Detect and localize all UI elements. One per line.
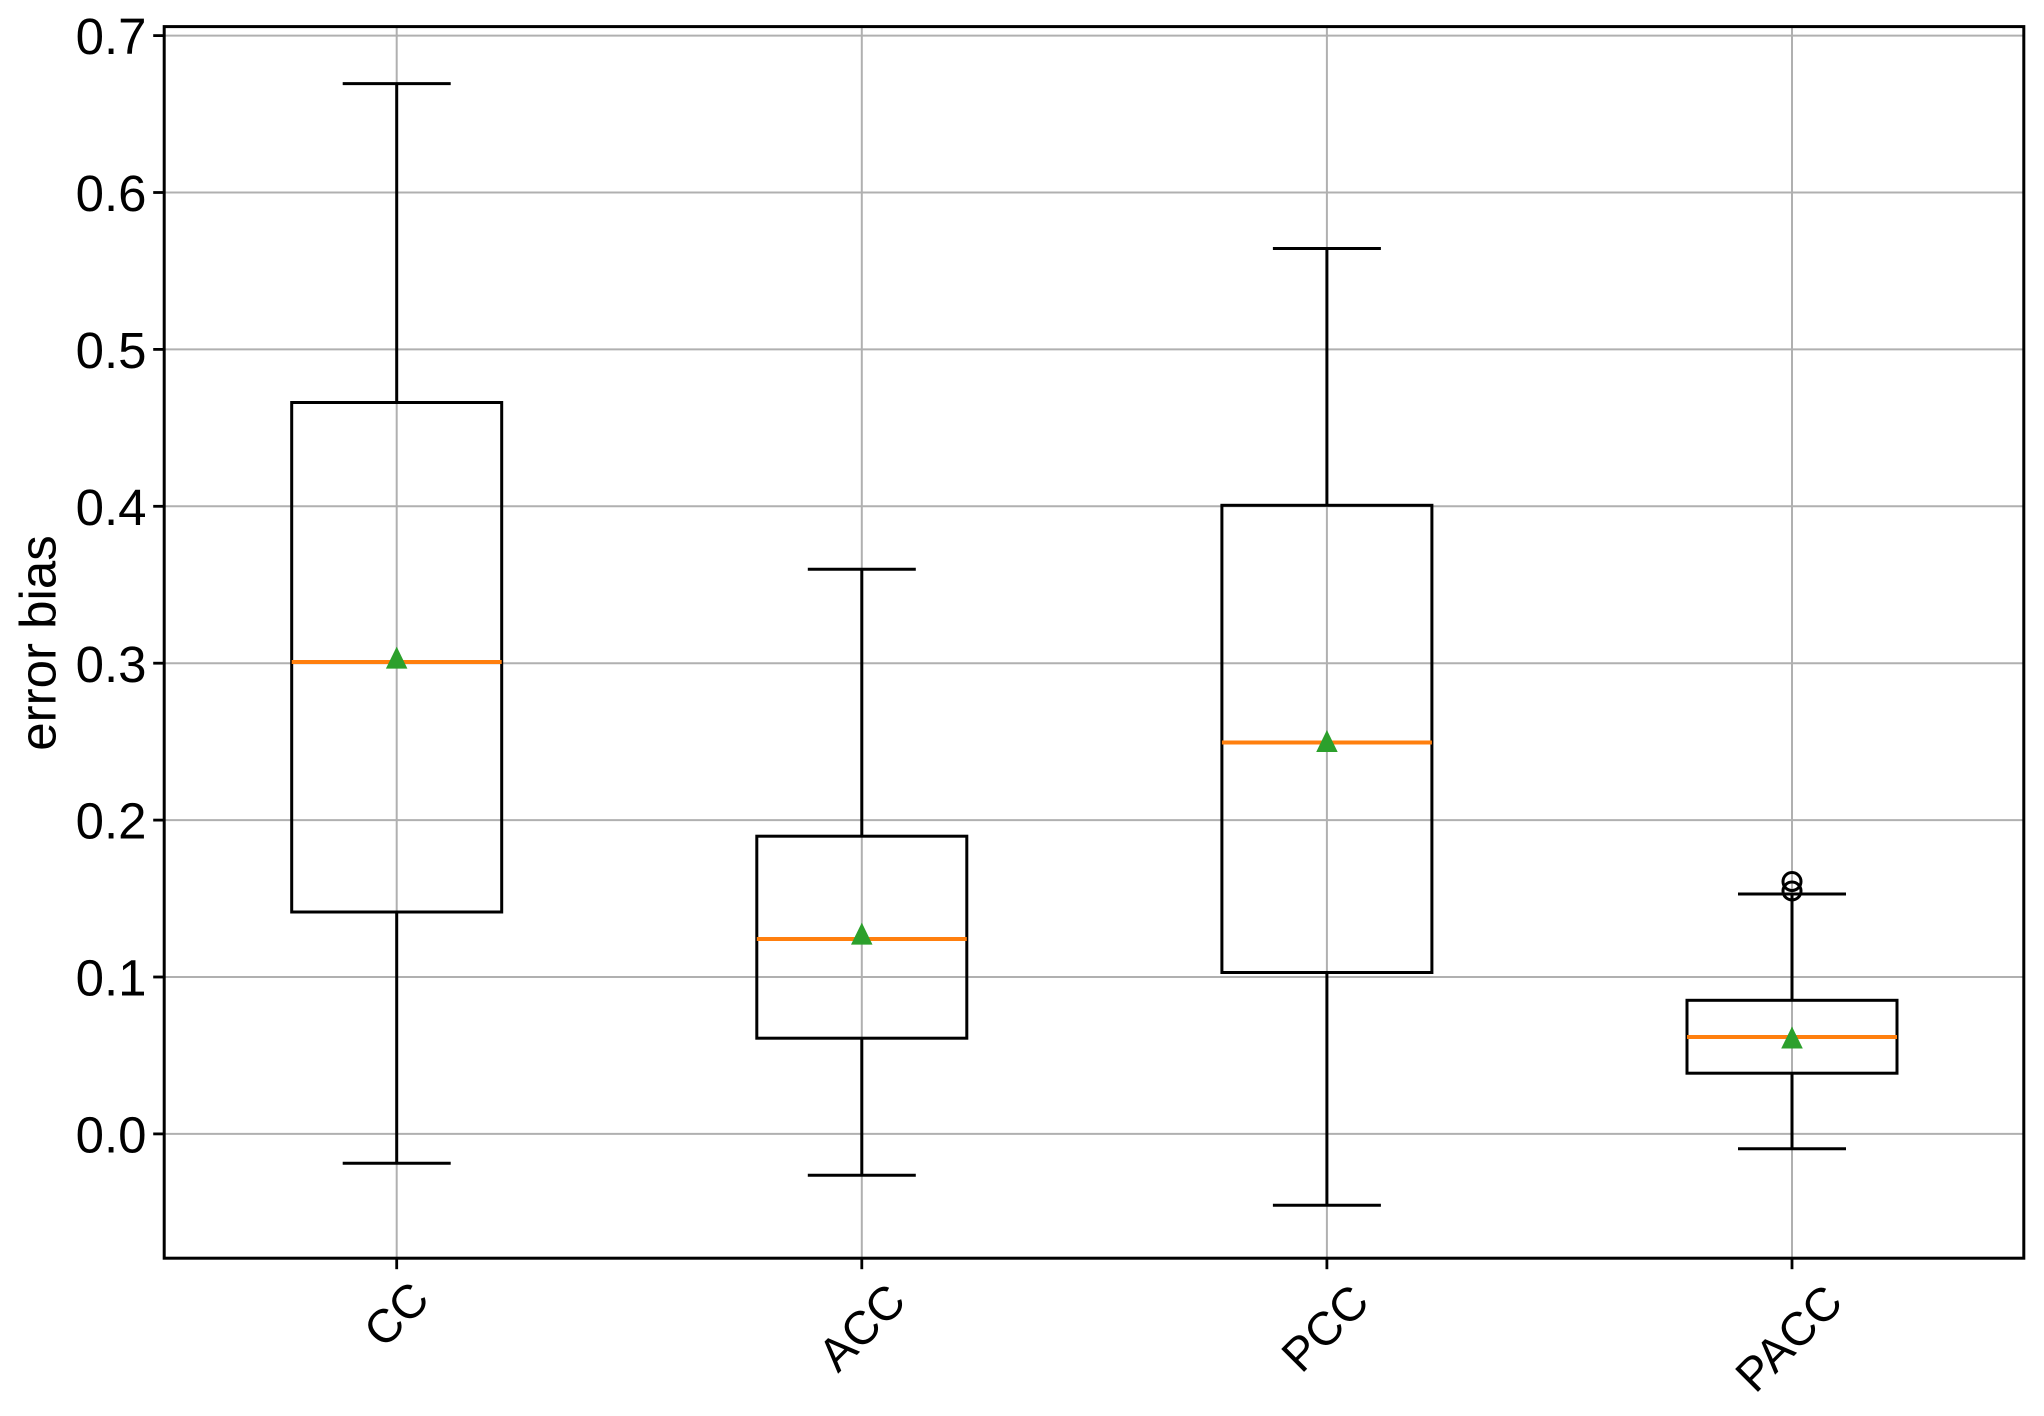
svg-text:error bias: error bias xyxy=(9,535,66,750)
svg-text:0.7: 0.7 xyxy=(76,8,147,65)
svg-text:0.4: 0.4 xyxy=(76,479,147,536)
svg-text:0.1: 0.1 xyxy=(76,950,147,1007)
svg-text:0.0: 0.0 xyxy=(76,1107,147,1164)
svg-text:0.5: 0.5 xyxy=(76,322,147,379)
svg-text:0.6: 0.6 xyxy=(76,165,147,222)
svg-text:0.3: 0.3 xyxy=(76,636,147,693)
svg-text:0.2: 0.2 xyxy=(76,793,147,850)
